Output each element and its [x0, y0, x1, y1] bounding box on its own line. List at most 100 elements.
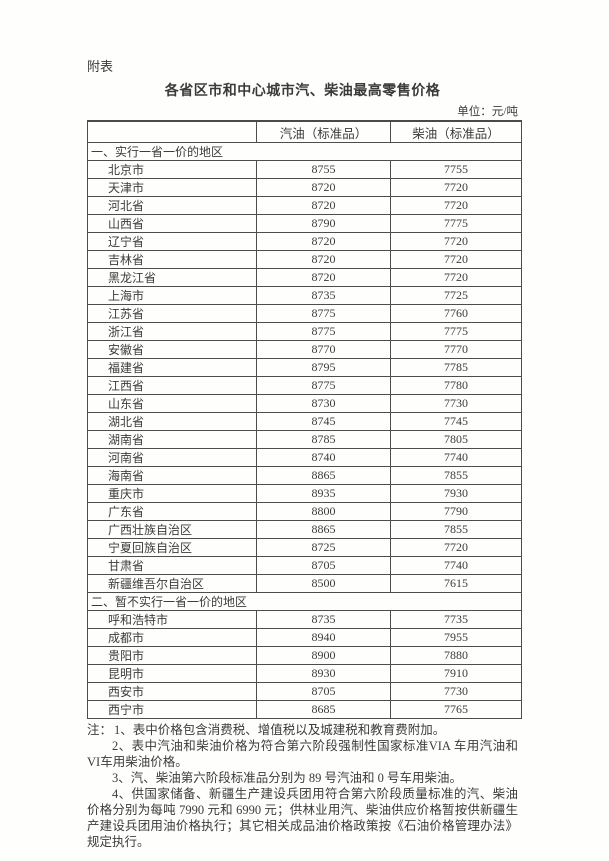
gasoline-price-cell: 8790	[256, 214, 391, 233]
diesel-price-cell: 7765	[390, 700, 522, 719]
table-row: 重庆市 8935 7930	[87, 484, 522, 503]
region-cell: 宁夏回族自治区	[87, 538, 257, 557]
region-cell: 成都市	[87, 628, 257, 647]
gasoline-price-cell: 8800	[256, 502, 391, 521]
gasoline-price-cell: 8725	[256, 538, 391, 557]
diesel-price-cell: 7720	[390, 196, 522, 215]
gasoline-price-cell: 8720	[256, 250, 391, 269]
diesel-price-cell: 7730	[390, 394, 522, 413]
diesel-price-cell: 7720	[390, 538, 522, 557]
table-row: 吉林省 8720 7720	[87, 250, 522, 269]
note-item-3: 3、汽、柴油第六阶段标准品分别为 89 号汽油和 0 号车用柴油。	[112, 771, 463, 785]
price-table: 汽油（标准品） 柴油（标准品） 一、实行一省一价的地区 北京市 8755 7755 天津…	[87, 120, 522, 719]
region-cell: 广东省	[87, 502, 257, 521]
table-row: 安徽省 8770 7770	[87, 340, 522, 359]
gasoline-price-cell: 8705	[256, 556, 391, 575]
gasoline-price-cell: 8500	[256, 574, 391, 593]
diesel-price-cell: 7745	[390, 412, 522, 431]
region-cell: 河南省	[87, 448, 257, 467]
table-row: 西宁市 8685 7765	[87, 700, 522, 719]
table-row: 湖南省 8785 7805	[87, 430, 522, 449]
table-row: 山东省 8730 7730	[87, 394, 522, 413]
gasoline-price-cell: 8755	[256, 160, 391, 179]
diesel-price-cell: 7880	[390, 646, 522, 665]
note-line: 注： 1、表中价格包含消费税、增值税以及城建税和教育费附加。	[87, 722, 518, 738]
region-cell: 天津市	[87, 178, 257, 197]
table-row: 江西省 8775 7780	[87, 376, 522, 395]
diesel-price-cell: 7775	[390, 214, 522, 233]
region-cell: 浙江省	[87, 322, 257, 341]
region-cell: 吉林省	[87, 250, 257, 269]
diesel-price-cell: 7740	[390, 556, 522, 575]
diesel-price-cell: 7910	[390, 664, 522, 683]
diesel-price-cell: 7775	[390, 322, 522, 341]
table-row: 福建省 8795 7785	[87, 358, 522, 377]
unit-label: 单位：元/吨	[457, 106, 518, 118]
region-cell: 黑龙江省	[87, 268, 257, 287]
document-content: 附表 各省区市和中心城市汽、柴油最高零售价格 单位：元/吨 汽油（标准品） 柴油…	[87, 0, 522, 850]
notes-section: 注： 1、表中价格包含消费税、增值税以及城建税和教育费附加。 2、表中汽油和柴油价…	[87, 722, 518, 850]
gasoline-price-cell: 8735	[256, 610, 391, 629]
note-item-4: 4、供国家储备、新疆生产建设兵团用符合第六阶段质量标准的汽、柴油价格分别为每吨 …	[87, 787, 518, 849]
gasoline-price-cell: 8770	[256, 340, 391, 359]
region-cell: 广西壮族自治区	[87, 520, 257, 539]
gasoline-price-cell: 8740	[256, 448, 391, 467]
gasoline-price-cell: 8775	[256, 304, 391, 323]
region-cell: 上海市	[87, 286, 257, 305]
section-header-row: 二、暂不实行一省一价的地区	[87, 592, 522, 611]
gasoline-price-cell: 8720	[256, 232, 391, 251]
table-row: 甘肃省 8705 7740	[87, 556, 522, 575]
diesel-price-cell: 7720	[390, 250, 522, 269]
gasoline-price-cell: 8940	[256, 628, 391, 647]
table-row: 西安市 8705 7730	[87, 682, 522, 701]
diesel-price-cell: 7780	[390, 376, 522, 395]
section-header-row: 一、实行一省一价的地区	[87, 142, 522, 161]
diesel-price-cell: 7740	[390, 448, 522, 467]
note-item-2: 2、表中汽油和柴油价格为符合第六阶段强制性国家标准VIA 车用汽油和VI车用柴油…	[87, 739, 518, 769]
table-row: 广西壮族自治区 8865 7855	[87, 520, 522, 539]
section-header: 一、实行一省一价的地区	[87, 142, 522, 161]
gasoline-price-cell: 8785	[256, 430, 391, 449]
gasoline-price-cell: 8795	[256, 358, 391, 377]
gasoline-price-cell: 8935	[256, 484, 391, 503]
diesel-price-cell: 7615	[390, 574, 522, 593]
table-row: 新疆维吾尔自治区 8500 7615	[87, 574, 522, 593]
region-cell: 新疆维吾尔自治区	[87, 574, 257, 593]
diesel-price-cell: 7720	[390, 232, 522, 251]
table-row: 天津市 8720 7720	[87, 178, 522, 197]
table-row: 北京市 8755 7755	[87, 160, 522, 179]
diesel-price-cell: 7735	[390, 610, 522, 629]
table-row: 山西省 8790 7775	[87, 214, 522, 233]
notes-label: 注：	[87, 723, 113, 737]
region-cell: 昆明市	[87, 664, 257, 683]
diesel-price-cell: 7955	[390, 628, 522, 647]
gasoline-price-cell: 8735	[256, 286, 391, 305]
gasoline-price-cell: 8865	[256, 466, 391, 485]
table-row: 成都市 8940 7955	[87, 628, 522, 647]
diesel-price-cell: 7720	[390, 178, 522, 197]
diesel-price-cell: 7785	[390, 358, 522, 377]
region-cell: 甘肃省	[87, 556, 257, 575]
diesel-price-cell: 7725	[390, 286, 522, 305]
gasoline-price-cell: 8775	[256, 376, 391, 395]
gasoline-price-cell: 8930	[256, 664, 391, 683]
region-cell: 西宁市	[87, 700, 257, 719]
region-cell: 西安市	[87, 682, 257, 701]
page-title: 各省区市和中心城市汽、柴油最高零售价格	[164, 84, 441, 99]
region-cell: 江苏省	[87, 304, 257, 323]
diesel-price-cell: 7790	[390, 502, 522, 521]
gasoline-price-cell: 8730	[256, 394, 391, 413]
region-cell: 福建省	[87, 358, 257, 377]
diesel-price-cell: 7770	[390, 340, 522, 359]
region-cell: 安徽省	[87, 340, 257, 359]
region-cell: 河北省	[87, 196, 257, 215]
table-row: 黑龙江省 8720 7720	[87, 268, 522, 287]
diesel-price-cell: 7755	[390, 160, 522, 179]
region-cell: 江西省	[87, 376, 257, 395]
diesel-price-cell: 7855	[390, 520, 522, 539]
table-row: 河北省 8720 7720	[87, 196, 522, 215]
table-row: 贵阳市 8900 7880	[87, 646, 522, 665]
region-cell: 呼和浩特市	[87, 610, 257, 629]
gasoline-price-cell: 8685	[256, 700, 391, 719]
